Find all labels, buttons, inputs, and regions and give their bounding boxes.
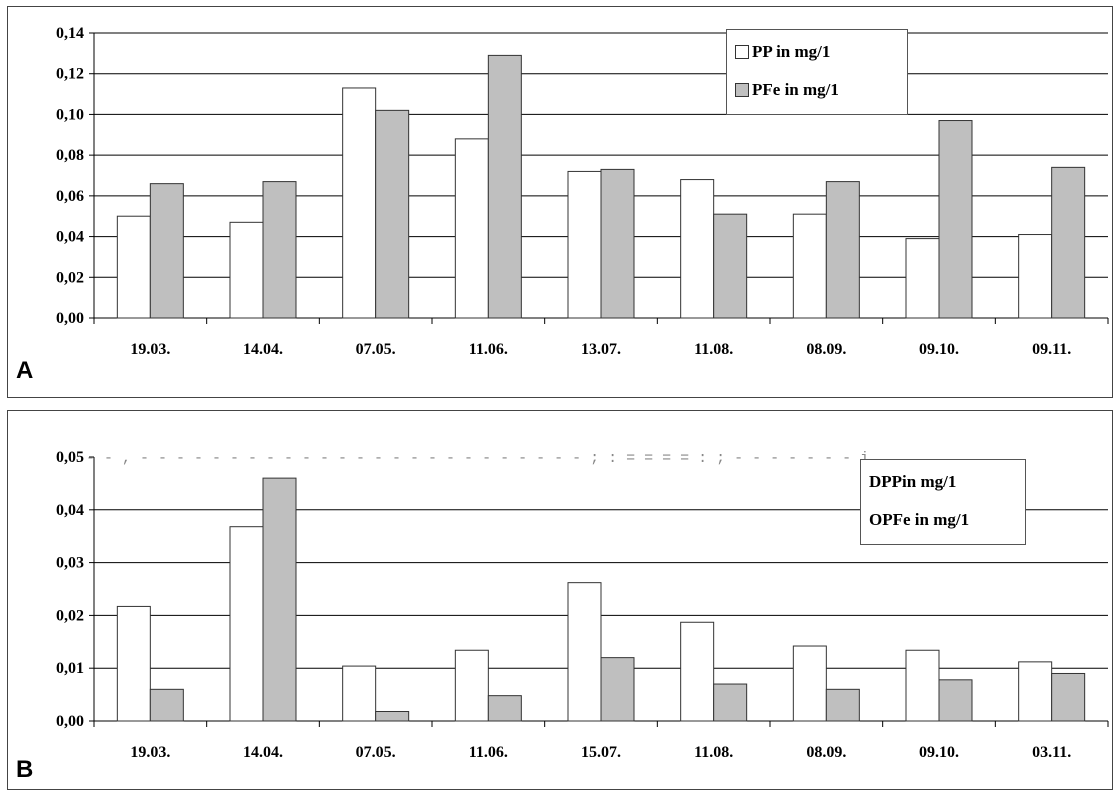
chart-a-plot: 0,00 0,02 0,04 0,06 0,08 0,10 0,12 0,14 19.03. 14… xyxy=(56,25,1109,358)
panel-label-a: A xyxy=(16,357,34,384)
y-tick-label: 0,05 xyxy=(56,449,84,466)
legend-label-pfe: PFe in mg/1 xyxy=(752,80,839,99)
bar-white xyxy=(905,238,940,319)
bar-grey xyxy=(1051,672,1086,722)
chart-b-plot: 0,00 0,01 0,02 0,03 0,04 0,05- - , - - - - - … xyxy=(56,449,1109,761)
x-tick-label: 11.06. xyxy=(469,341,508,358)
legend-label-dpp: DPPin mg/1 xyxy=(869,472,957,491)
y-tick-label: 0,01 xyxy=(56,660,84,677)
x-tick-label: 07.05. xyxy=(356,341,396,358)
y-tick-label: 0,12 xyxy=(56,66,84,83)
y-tick-label: 0,08 xyxy=(56,147,84,164)
legend-entry-opfe: OPFe in mg/1 xyxy=(869,510,969,530)
legend-entry-pp: PP in mg/1 xyxy=(735,42,830,62)
x-tick-label: 15.07. xyxy=(581,744,621,761)
x-tick-label: 14.04. xyxy=(243,744,283,761)
x-tick-label: 13.07. xyxy=(581,341,621,358)
y-tick-label: 0,03 xyxy=(56,555,84,572)
legend-entry-dpp: DPPin mg/1 xyxy=(869,472,956,492)
y-tick-label: 0,02 xyxy=(56,269,84,286)
bar-white xyxy=(342,87,377,319)
bar-white xyxy=(454,138,489,319)
y-tick-label: 0,06 xyxy=(56,188,84,205)
bar-grey xyxy=(938,120,973,319)
bar-white xyxy=(567,170,602,319)
y-tick-label: 0,14 xyxy=(56,25,84,42)
y-tick-label: 0,04 xyxy=(56,502,84,519)
bar-grey xyxy=(149,688,184,722)
chart-b-legend: DPPin mg/1 OPFe in mg/1 xyxy=(860,459,1026,545)
bar-grey xyxy=(262,181,297,319)
x-tick-label: 08.09. xyxy=(806,341,846,358)
bar-white xyxy=(1018,234,1053,319)
bar-grey xyxy=(262,477,297,722)
x-tick-label: 11.08. xyxy=(694,744,733,761)
bar-grey xyxy=(1051,166,1086,319)
bar-white xyxy=(905,649,940,722)
bar-white xyxy=(792,213,827,319)
chart-a-legend: PP in mg/1 PFe in mg/1 xyxy=(726,29,908,115)
x-tick-label: 11.06. xyxy=(469,744,508,761)
bar-white xyxy=(792,645,827,722)
bar-grey xyxy=(600,657,635,722)
panel-label-b: B xyxy=(16,756,34,783)
x-tick-label: 09.10. xyxy=(919,341,959,358)
bar-grey xyxy=(149,183,184,319)
bar-grey xyxy=(600,168,635,319)
bar-grey xyxy=(825,181,860,319)
bar-grey xyxy=(825,688,860,722)
y-tick-label: 0,00 xyxy=(56,713,84,730)
bar-grey xyxy=(938,679,973,722)
x-tick-label: 19.03. xyxy=(130,341,170,358)
bar-white xyxy=(116,215,151,319)
y-tick-label: 0,02 xyxy=(56,607,84,624)
x-tick-label: 07.05. xyxy=(356,744,396,761)
y-tick-label: 0,00 xyxy=(56,310,84,327)
bar-white xyxy=(454,649,489,722)
legend-label-pp: PP in mg/1 xyxy=(752,42,831,61)
bar-white xyxy=(342,665,377,722)
top-gridline-text: - - , - - - - - - - - - - - - - - - - - … xyxy=(86,450,869,467)
bar-white xyxy=(567,582,602,722)
x-tick-label: 19.03. xyxy=(130,744,170,761)
x-tick-label: 09.11. xyxy=(1032,341,1071,358)
chart-panel-b: 0,00 0,01 0,02 0,03 0,04 0,05- - , - - - - - … xyxy=(7,410,1113,790)
bar-white xyxy=(229,221,264,319)
y-tick-label: 0,10 xyxy=(56,106,84,123)
chart-panel-a: 0,00 0,02 0,04 0,06 0,08 0,10 0,12 0,14 19.03. 14… xyxy=(7,6,1113,398)
bar-grey xyxy=(487,54,522,319)
legend-swatch-grey xyxy=(735,83,749,97)
bar-white xyxy=(680,621,715,722)
bar-grey xyxy=(713,213,748,319)
x-tick-label: 11.08. xyxy=(694,341,733,358)
bar-grey xyxy=(375,109,410,319)
bar-white xyxy=(116,605,151,722)
x-tick-label: 14.04. xyxy=(243,341,283,358)
bar-grey xyxy=(375,710,410,722)
legend-label-opfe: OPFe in mg/1 xyxy=(869,510,970,529)
x-tick-label: 03.11. xyxy=(1032,744,1071,761)
bar-white xyxy=(680,179,715,319)
bar-grey xyxy=(713,683,748,722)
y-tick-label: 0,04 xyxy=(56,229,84,246)
bar-grey xyxy=(487,695,522,722)
x-tick-label: 09.10. xyxy=(919,744,959,761)
legend-entry-pfe: PFe in mg/1 xyxy=(735,80,839,100)
bar-white xyxy=(1018,661,1053,722)
bar-white xyxy=(229,526,264,722)
x-tick-label: 08.09. xyxy=(806,744,846,761)
legend-swatch-white xyxy=(735,45,749,59)
